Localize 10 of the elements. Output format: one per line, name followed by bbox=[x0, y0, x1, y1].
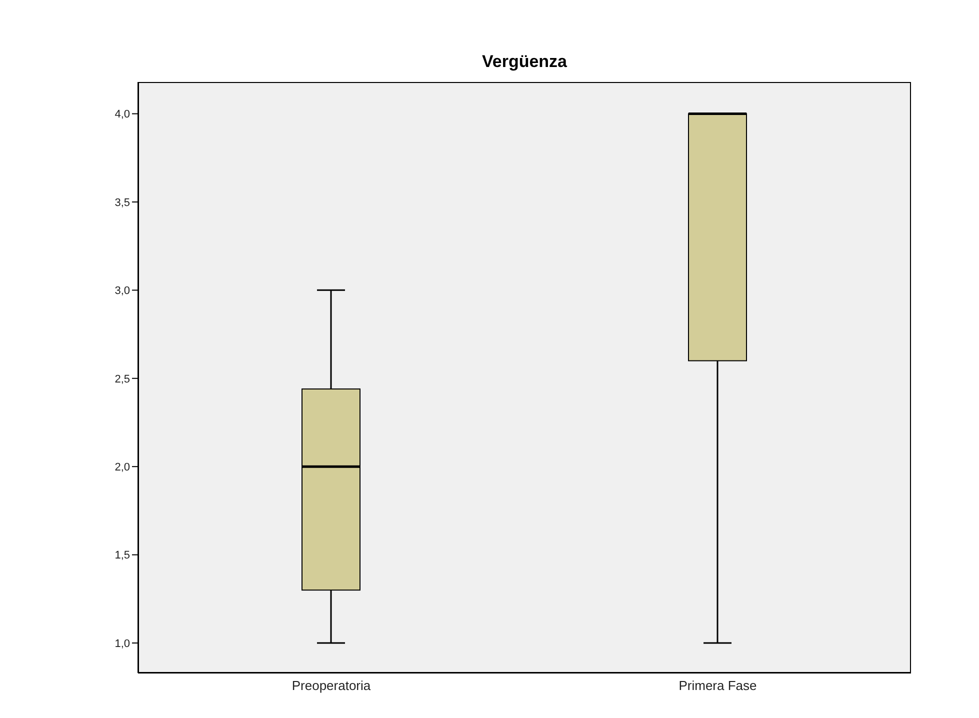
y-tick-label: 1,5 bbox=[114, 550, 130, 562]
chart-title: Vergüenza bbox=[480, 52, 568, 72]
y-tick-label: 3,5 bbox=[114, 196, 130, 209]
y-tick-label: 1,0 bbox=[114, 638, 130, 650]
y-tick-label: 2,5 bbox=[114, 373, 130, 386]
x-tick-label: Preoperatoria bbox=[292, 678, 372, 694]
y-tick-label: 2,0 bbox=[114, 461, 130, 474]
y-tick-label: 3,0 bbox=[114, 285, 130, 298]
x-tick-label: Primera Fase bbox=[678, 678, 757, 694]
y-tick-label: 4,0 bbox=[114, 108, 130, 121]
